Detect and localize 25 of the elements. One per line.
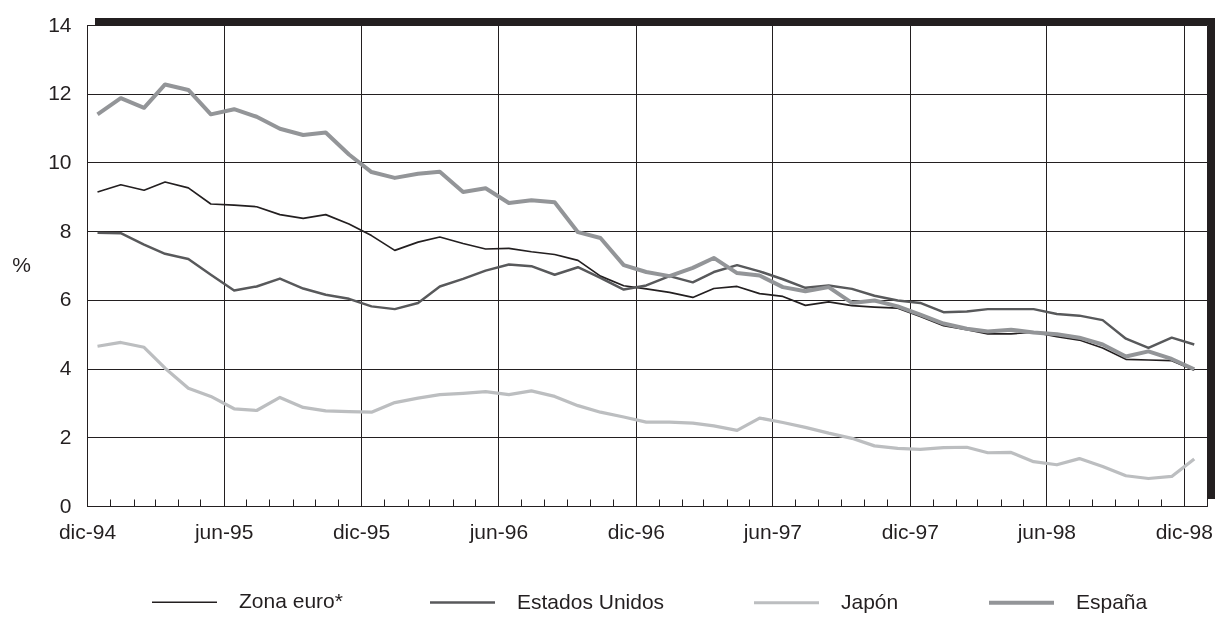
y-tick-label: 0 xyxy=(59,493,72,517)
y-axis-title: % xyxy=(12,253,31,276)
legend-label: Japón xyxy=(841,589,899,613)
y-tick-label: 10 xyxy=(48,149,72,173)
x-tick-label: jun-98 xyxy=(1016,519,1077,543)
y-tick-label: 6 xyxy=(59,287,72,311)
y-tick-label: 4 xyxy=(59,356,72,380)
y-tick-label: 8 xyxy=(59,218,72,242)
x-tick-label: dic-98 xyxy=(1155,519,1213,543)
line-series xyxy=(95,82,1197,372)
line-series xyxy=(95,340,1196,481)
legend-label: Zona euro* xyxy=(239,589,343,613)
x-tick-label: dic-94 xyxy=(58,519,117,543)
x-tick-label: jun-97 xyxy=(742,519,803,543)
x-tick-label: dic-96 xyxy=(607,519,665,543)
x-tick-label: jun-95 xyxy=(193,519,254,543)
y-tick-label: 14 xyxy=(48,12,72,36)
line-series xyxy=(96,231,1196,350)
y-tick-label: 12 xyxy=(48,81,72,105)
legend-label: Estados Unidos xyxy=(517,589,665,613)
legend-label: España xyxy=(1076,589,1148,613)
x-tick-label: jun-96 xyxy=(468,519,529,543)
x-tick-label: dic-97 xyxy=(881,519,939,543)
y-tick-label: 2 xyxy=(59,424,72,448)
x-tick-label: dic-95 xyxy=(332,519,391,543)
